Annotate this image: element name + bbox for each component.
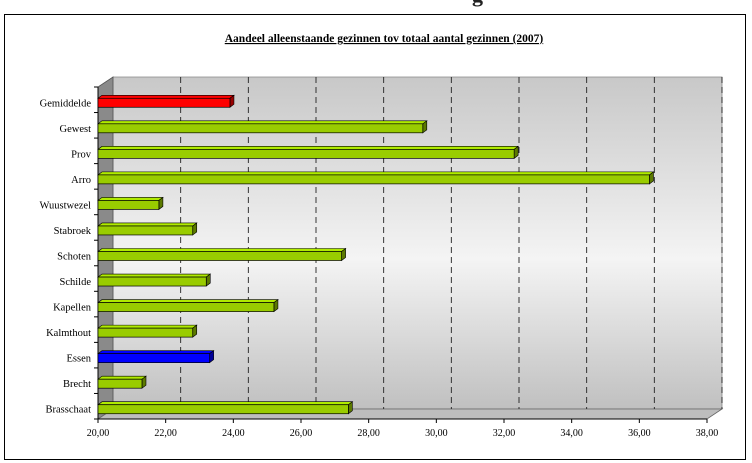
y-tick-label: Schilde	[60, 277, 92, 288]
y-tick-label: Wuustwezel	[40, 200, 92, 211]
bar	[97, 378, 143, 389]
bar	[97, 302, 275, 312]
x-tick-label: 32,00	[493, 428, 516, 439]
bar-top	[97, 222, 198, 227]
plot-area: 20,00 22,00 24,00 26,00 28,00 30,00 32,00 34,00…	[40, 76, 724, 439]
x-tick-label: 26,00	[290, 428, 313, 439]
bar	[97, 200, 160, 210]
bar-top	[97, 146, 520, 150]
y-tick-label: Gemiddelde	[40, 98, 92, 109]
bar	[97, 327, 194, 338]
bar	[97, 97, 231, 108]
y-tick-label: Kalmthout	[46, 328, 91, 339]
bar-top	[97, 375, 147, 380]
bar-top	[97, 120, 428, 125]
x-tick-label: 38,00	[696, 428, 719, 439]
x-tick-label: 34,00	[560, 428, 583, 439]
bar-top	[97, 299, 279, 303]
bar-top	[97, 94, 235, 99]
bar-top	[97, 401, 354, 406]
y-tick-label: Brecht	[63, 379, 91, 390]
y-tick-label: Essen	[67, 354, 92, 365]
y-tick-label: Stabroek	[54, 226, 92, 237]
bar-top	[97, 197, 164, 201]
bar-top	[97, 248, 347, 252]
chart-svg: Aandeel alleenstaande gezinnen tov totaa…	[40, 33, 724, 439]
bar	[97, 251, 342, 261]
bar	[97, 174, 650, 185]
x-tick-label: 20,00	[87, 428, 110, 439]
bar	[97, 225, 194, 236]
bar-top	[97, 324, 198, 329]
bar-top	[97, 273, 212, 278]
cropped-heading-fragment: g	[0, 0, 752, 10]
x-tick-label: 22,00	[154, 428, 177, 439]
y-tick-label: Brasschaat	[46, 405, 92, 416]
y-tick-label: Arro	[71, 175, 91, 186]
bar	[97, 404, 349, 415]
bar	[97, 123, 424, 134]
x-tick-label: 28,00	[357, 428, 380, 439]
bar-top	[97, 350, 215, 354]
chart-title: Aandeel alleenstaande gezinnen tov totaa…	[225, 33, 544, 45]
y-tick-label: Kapellen	[53, 303, 92, 314]
x-tick-label: 36,00	[628, 428, 651, 439]
bar-top	[97, 171, 655, 176]
bar	[97, 148, 515, 159]
x-tick-label: 30,00	[425, 428, 448, 439]
y-tick-label: Prov	[71, 149, 92, 160]
chart-frame: Aandeel alleenstaande gezinnen tov totaa…	[4, 14, 746, 460]
bar	[97, 353, 211, 364]
y-tick-label: Schoten	[57, 252, 92, 263]
x-tick-label: 24,00	[222, 428, 245, 439]
y-tick-label: Gewest	[60, 124, 92, 135]
bar	[97, 276, 207, 287]
